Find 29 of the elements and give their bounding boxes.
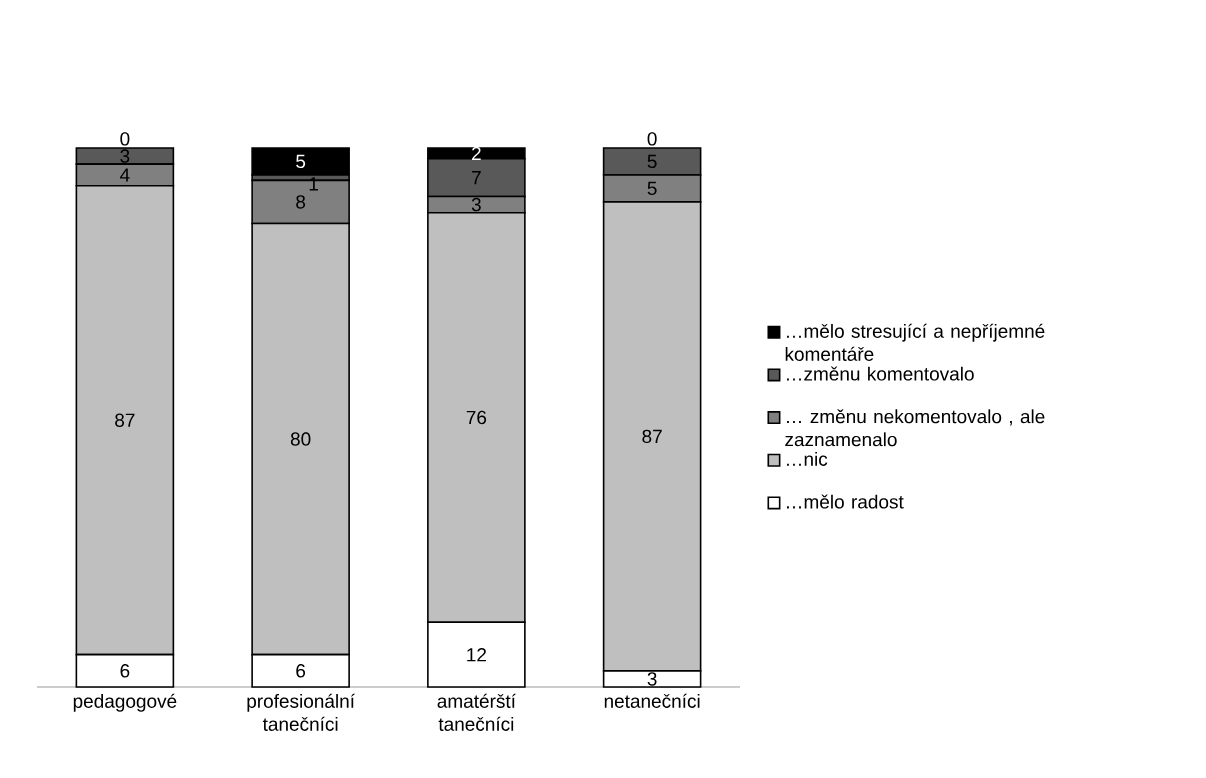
data-label: 5 xyxy=(647,181,657,196)
data-label: 0 xyxy=(647,132,657,146)
data-label: 7 xyxy=(472,171,481,185)
data-label: 3 xyxy=(471,197,481,212)
data-label: 8 xyxy=(296,195,306,209)
legend-label: …mělo radost xyxy=(787,494,904,509)
data-label: 4 xyxy=(120,168,130,182)
data-label: 2 xyxy=(472,146,481,161)
data-label: 5 xyxy=(647,154,657,169)
data-label: 6 xyxy=(296,664,306,678)
data-label: 87 xyxy=(642,429,662,444)
legend-label: … změnu nekomentovalo , ale zaznamenalo xyxy=(785,409,1045,447)
data-label: 3 xyxy=(120,149,130,163)
bar xyxy=(251,147,350,176)
data-label: 0 xyxy=(120,132,130,146)
legend-label: …nic xyxy=(787,451,828,466)
x-tick-label: amatérští tanečníci xyxy=(437,693,516,731)
legend-label: …změnu komentovalo xyxy=(787,366,974,381)
data-label: 12 xyxy=(467,648,486,662)
data-label: 80 xyxy=(290,432,311,446)
x-tick-label: netanečníci xyxy=(604,693,700,708)
data-label: 6 xyxy=(120,664,130,678)
x-tick-label: pedagogové xyxy=(73,693,177,712)
data-label: 3 xyxy=(647,672,657,686)
x-tick-label: profesionální tanečníci xyxy=(247,693,355,731)
legend-label: …mělo stresující a nepříjemné komentáře xyxy=(785,323,1045,361)
data-label: 5 xyxy=(296,154,306,169)
data-label: 87 xyxy=(115,413,135,427)
data-label: 76 xyxy=(466,410,487,425)
